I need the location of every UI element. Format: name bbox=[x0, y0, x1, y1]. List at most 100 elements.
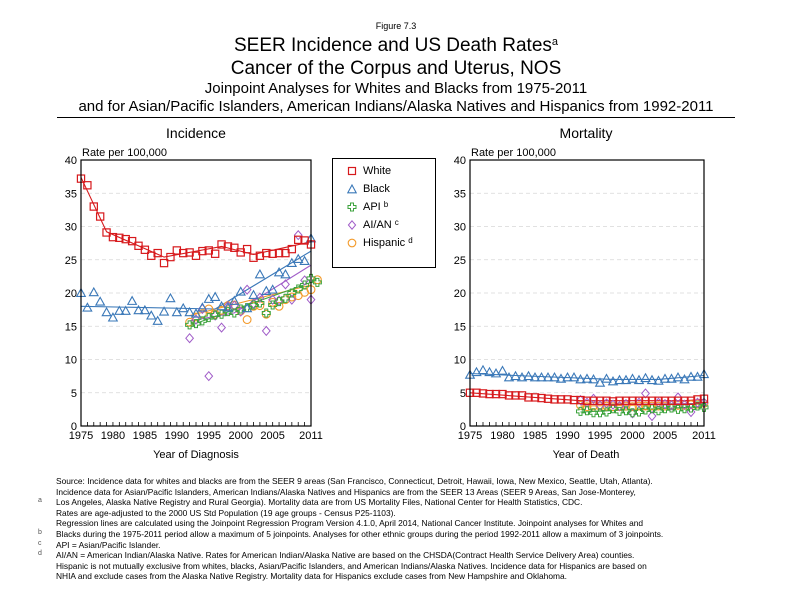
white-point bbox=[127, 236, 137, 246]
white-series bbox=[76, 174, 316, 268]
legend-item-black: Black bbox=[347, 183, 390, 195]
black-point bbox=[497, 365, 508, 375]
black-point bbox=[588, 374, 599, 384]
white-point bbox=[537, 393, 546, 403]
chart-title-line2: Cancer of the Corpus and Uterus, NOS bbox=[230, 58, 562, 79]
ai-an-point bbox=[242, 284, 252, 295]
black-point bbox=[229, 295, 240, 305]
white-point bbox=[602, 396, 611, 405]
mortality-panel-title: Mortality bbox=[560, 125, 613, 141]
api-point bbox=[608, 404, 618, 414]
white-point bbox=[121, 234, 130, 244]
y-tick-label: 20 bbox=[65, 288, 77, 300]
black-point bbox=[267, 284, 278, 294]
legend-label: Hispanic bbox=[363, 237, 406, 249]
white-point bbox=[524, 393, 533, 402]
white-point bbox=[660, 396, 670, 405]
x-tick-label: 1980 bbox=[101, 430, 125, 442]
y-tick-label: 35 bbox=[454, 188, 466, 200]
plus-marker-icon bbox=[347, 202, 357, 212]
x-tick-label: 2011 bbox=[299, 430, 323, 442]
white-point bbox=[262, 248, 271, 258]
white-point bbox=[589, 396, 598, 405]
ai-an-point bbox=[268, 294, 278, 305]
api-point bbox=[293, 284, 303, 294]
x-tick-label: 1985 bbox=[523, 430, 547, 442]
x-tick-label: 2011 bbox=[692, 430, 716, 442]
legend-footnote-mark: c bbox=[394, 217, 399, 227]
y-tick-label: 5 bbox=[71, 388, 77, 400]
white-point bbox=[89, 202, 98, 211]
api-point bbox=[576, 406, 585, 416]
triangle-marker-icon bbox=[347, 184, 357, 194]
api-point bbox=[261, 308, 271, 318]
y-tick-label: 0 bbox=[460, 421, 466, 433]
incidence-panel: Incidence Rate per 100,000 Year of Diagn… bbox=[65, 125, 323, 461]
footnotes: Source: Incidence data for whites and bl… bbox=[38, 476, 788, 582]
api-point bbox=[673, 404, 683, 414]
footnote-text: Hispanic is not mutually exclusive from … bbox=[56, 560, 647, 571]
black-point bbox=[607, 376, 619, 386]
footnote-text: AI/AN = American Indian/Alaska Native. R… bbox=[56, 550, 635, 561]
mortality-points bbox=[464, 364, 710, 422]
black-point bbox=[555, 373, 567, 383]
title-divider bbox=[57, 117, 735, 118]
black-point bbox=[490, 368, 502, 378]
footnote-text: NHIA and exclude cases from the Alaska N… bbox=[56, 571, 567, 582]
white-point bbox=[582, 396, 592, 405]
y-tick-label: 15 bbox=[454, 321, 466, 333]
legend-item-hispanic: Hispanic d bbox=[347, 236, 413, 249]
footnote-text: Source: Incidence data for whites and bl… bbox=[56, 476, 653, 486]
footnote-mark: d bbox=[38, 550, 42, 558]
white-point bbox=[198, 246, 207, 256]
white-point bbox=[147, 251, 156, 260]
white-point bbox=[102, 228, 111, 237]
black-point bbox=[248, 289, 259, 299]
white-point bbox=[504, 391, 514, 400]
api-point bbox=[621, 406, 631, 416]
black-point bbox=[203, 293, 215, 303]
white-point bbox=[230, 243, 239, 252]
black-point bbox=[299, 255, 310, 266]
chart-title-line1: SEER Incidence and US Death Ratesa bbox=[0, 35, 792, 57]
hispanic-point bbox=[647, 401, 657, 411]
black-point bbox=[235, 286, 246, 296]
api-point bbox=[268, 300, 278, 310]
ai-an-point bbox=[217, 322, 227, 333]
black-point bbox=[549, 372, 560, 382]
white-point bbox=[615, 396, 624, 405]
black-point bbox=[101, 306, 112, 317]
y-tick-label: 25 bbox=[65, 255, 77, 267]
black-point bbox=[503, 372, 515, 382]
white-point bbox=[556, 395, 566, 404]
black-point bbox=[672, 372, 684, 382]
black-point bbox=[614, 374, 625, 385]
legend-footnote-mark: b bbox=[383, 199, 389, 209]
api-point bbox=[667, 403, 676, 413]
black-point bbox=[241, 302, 253, 313]
black-point bbox=[620, 374, 632, 385]
api-point bbox=[287, 288, 297, 298]
white-point bbox=[478, 389, 488, 398]
chart-subtitle-line1: Joinpoint Analyses for Whites and Blacks… bbox=[204, 80, 588, 97]
footnote-mark: a bbox=[38, 497, 42, 505]
x-tick-label: 1980 bbox=[490, 430, 514, 442]
incidence-points bbox=[75, 174, 322, 382]
ai-an-point bbox=[261, 325, 271, 337]
white-point bbox=[491, 389, 501, 399]
white-point bbox=[172, 246, 182, 255]
api-point bbox=[249, 300, 258, 310]
black-point bbox=[146, 310, 157, 320]
y-tick-label: 40 bbox=[454, 155, 466, 167]
white-point bbox=[166, 252, 175, 262]
incidence-plot-frame bbox=[80, 159, 312, 427]
white-point bbox=[242, 244, 252, 254]
x-tick-label: 2000 bbox=[228, 430, 252, 442]
incidence-x-ticks: 1975 1980 1985 1990 1995 2000 2005 2011 bbox=[69, 422, 323, 442]
black-point bbox=[471, 366, 482, 377]
white-point bbox=[249, 253, 258, 262]
footnote-row: Rates are age-adjusted to the 2000 US St… bbox=[38, 508, 788, 519]
footnote-text: Los Angeles, Alaska Native Registry and … bbox=[56, 497, 583, 508]
ai-an-point bbox=[191, 314, 201, 325]
